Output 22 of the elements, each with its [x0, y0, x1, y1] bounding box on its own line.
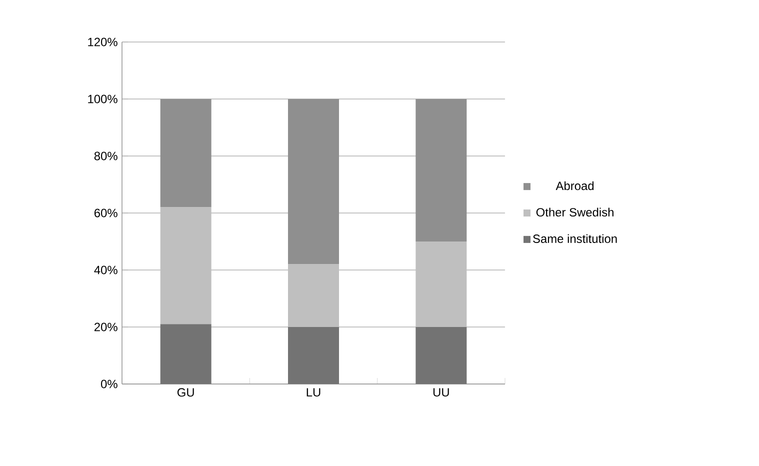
y-tick-label: 0%	[101, 380, 118, 388]
x-tick-label: GU	[177, 388, 194, 397]
y-tick-label: 20%	[94, 322, 118, 332]
bar	[416, 241, 467, 327]
legend-label: Same institution	[533, 234, 617, 243]
x-tick-label: LU	[306, 388, 320, 397]
bar	[160, 207, 212, 324]
bar	[416, 327, 467, 384]
legend-label: Other Swedish	[536, 208, 614, 217]
y-tick-label: 80%	[94, 152, 118, 160]
bar	[288, 327, 340, 384]
bar	[160, 98, 212, 208]
y-tick-label: 100%	[88, 94, 118, 104]
y-tick-label: 120%	[88, 38, 118, 46]
y-tick-label: 60%	[94, 208, 118, 218]
x-tick-label: UU	[433, 388, 449, 397]
bar	[416, 98, 467, 242]
bar	[288, 264, 340, 327]
legend-label: Abroad	[556, 181, 594, 190]
bar	[288, 98, 340, 264]
bar	[160, 324, 212, 384]
y-tick-label: 40%	[94, 266, 118, 274]
